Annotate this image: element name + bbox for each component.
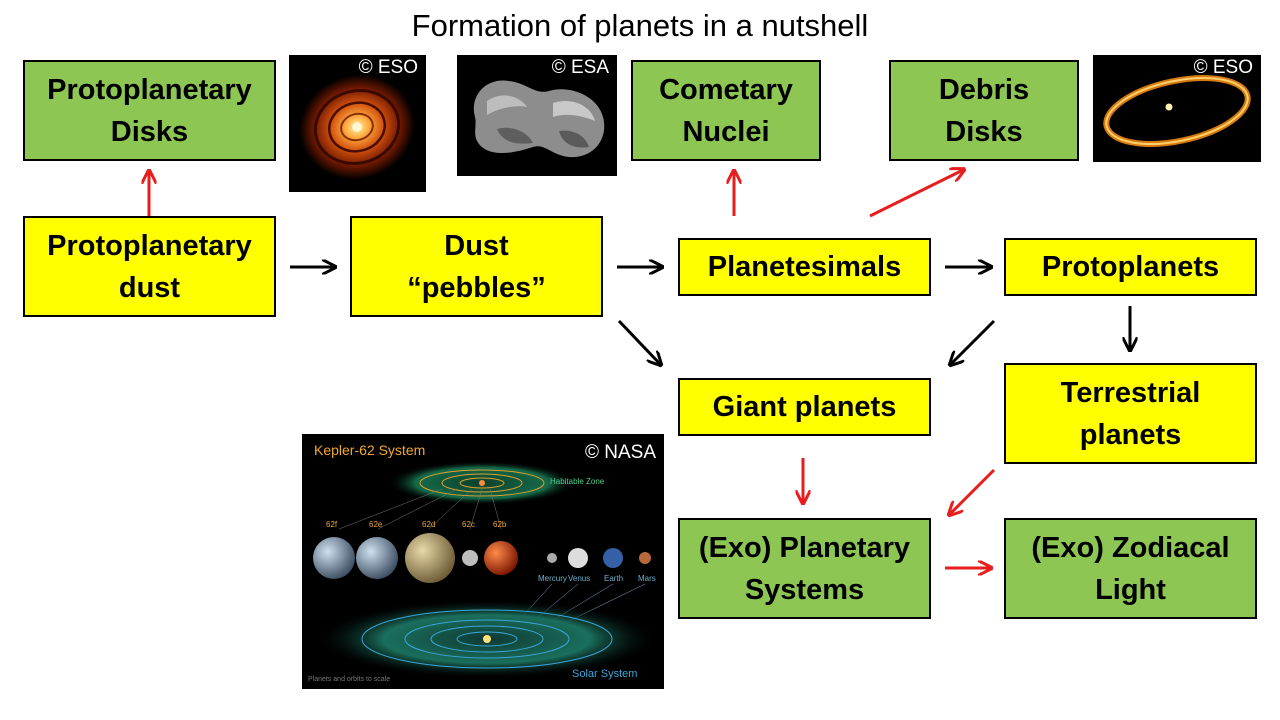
exo-zodiacal-light-label: (Exo) Zodiacal Light (1031, 531, 1230, 606)
mercury-label: Mercury (538, 574, 567, 583)
protoplanetary-disks-label: Protoplanetary Disks (47, 73, 252, 148)
comet-image: © ESA (457, 55, 617, 176)
planetesimals-box: Planetesimals (678, 238, 931, 296)
protoplanetary-dust-label: Protoplanetary dust (47, 229, 252, 304)
debris-disk-image: © ESO (1093, 55, 1261, 162)
terrestrial-planets-box: Terrestrial planets (1004, 363, 1257, 464)
kepler-footnote: Planets and orbits to scale (308, 676, 391, 683)
kepler-62c-label: 62c (462, 520, 475, 529)
arrow-terrestrial-to-systems (950, 468, 996, 514)
disk-image-credit: © ESO (358, 57, 418, 78)
protoplanets-box: Protoplanets (1004, 238, 1257, 296)
cometary-nuclei-label: Cometary Nuclei (659, 73, 793, 148)
protoplanetary-dust-box: Protoplanetary dust (23, 216, 276, 317)
protoplanetary-disks-box: Protoplanetary Disks (23, 60, 276, 161)
debris-disks-label: Debris Disks (938, 73, 1030, 148)
dust-pebbles-box: Dust “pebbles” (350, 216, 603, 317)
kepler-62d-label: 62d (422, 520, 436, 529)
protoplanets-label: Protoplanets (1041, 251, 1220, 283)
kepler-image-credit: © NASA (584, 442, 656, 463)
cometary-nuclei-box: Cometary Nuclei (631, 60, 821, 161)
protoplanetary-disk-image: © ESO (289, 55, 426, 192)
dust-pebbles-label: Dust “pebbles” (407, 229, 546, 304)
arrow-pebbles-to-giant-planets (617, 319, 660, 364)
debris-image-credit: © ESO (1193, 57, 1253, 78)
venus-label: Venus (568, 574, 591, 583)
kepler-62b-label: 62b (493, 520, 507, 529)
planetesimals-label: Planetesimals (707, 251, 902, 283)
kepler-62e-label: 62e (369, 520, 383, 529)
comet-image-credit: © ESA (551, 57, 609, 78)
solar-system-label: Solar System (572, 668, 638, 680)
earth-label: Earth (604, 574, 624, 583)
diagram-title: Formation of planets in a nutshell (411, 8, 869, 43)
arrow-protoplanets-to-giant-planets (951, 319, 996, 364)
kepler-62f-label: 62f (326, 520, 338, 529)
giant-planets-label: Giant planets (712, 391, 897, 423)
debris-disks-box: Debris Disks (889, 60, 1079, 161)
terrestrial-planets-label: Terrestrial planets (1060, 376, 1201, 451)
exo-planetary-systems-label: (Exo) Planetary Systems (698, 531, 911, 606)
kepler-62-image: Kepler-62 System © NASA Habitable Zone 6… (302, 434, 664, 689)
habitable-zone-label: Habitable Zone (550, 477, 605, 486)
kepler-title: Kepler-62 System (314, 442, 426, 458)
arrow-planetesimals-to-debris-disks (869, 170, 963, 218)
mars-label: Mars (638, 574, 656, 583)
exo-zodiacal-light-box: (Exo) Zodiacal Light (1004, 518, 1257, 619)
exo-planetary-systems-box: (Exo) Planetary Systems (678, 518, 931, 619)
giant-planets-box: Giant planets (678, 378, 931, 436)
